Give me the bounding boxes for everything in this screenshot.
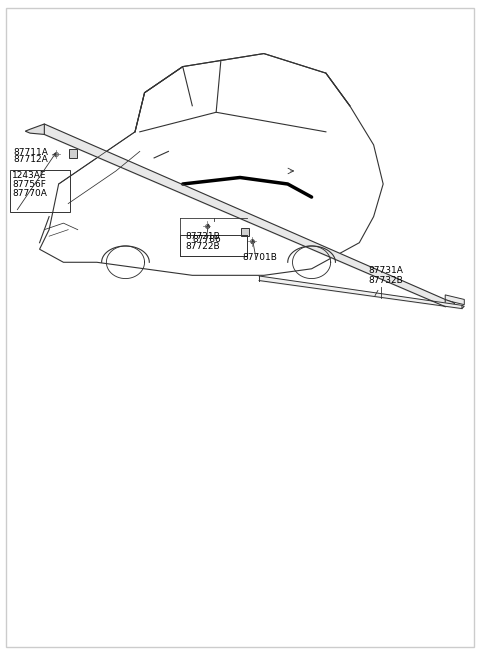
Bar bbox=[10, 170, 70, 212]
Bar bbox=[180, 235, 247, 255]
Polygon shape bbox=[25, 124, 44, 134]
Polygon shape bbox=[445, 295, 464, 305]
Polygon shape bbox=[462, 305, 464, 309]
Text: 1243AE: 1243AE bbox=[12, 171, 47, 180]
Text: 87731A
87732B: 87731A 87732B bbox=[369, 266, 404, 295]
Bar bbox=[241, 229, 249, 236]
Text: 87712A: 87712A bbox=[14, 155, 48, 164]
Text: 87786: 87786 bbox=[192, 235, 221, 244]
Bar bbox=[69, 149, 77, 158]
Text: 87756F: 87756F bbox=[12, 179, 46, 189]
Polygon shape bbox=[445, 299, 455, 307]
Text: 87721B
87722B: 87721B 87722B bbox=[185, 232, 220, 251]
Text: 87770A: 87770A bbox=[12, 189, 47, 198]
Text: 87711A: 87711A bbox=[14, 148, 48, 157]
Text: 87701B: 87701B bbox=[242, 253, 277, 262]
